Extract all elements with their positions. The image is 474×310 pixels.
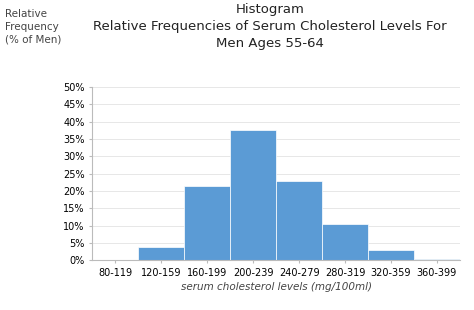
Bar [230, 130, 276, 260]
Bar [184, 186, 230, 260]
Bar [322, 224, 368, 260]
Bar [414, 259, 460, 260]
X-axis label: serum cholesterol levels (mg/100ml): serum cholesterol levels (mg/100ml) [181, 282, 372, 292]
Text: Histogram
Relative Frequencies of Serum Cholesterol Levels For
Men Ages 55-64: Histogram Relative Frequencies of Serum … [93, 3, 447, 50]
Text: Relative
Frequency
(% of Men): Relative Frequency (% of Men) [5, 9, 61, 44]
Bar [138, 246, 184, 260]
Bar [368, 250, 414, 260]
Bar [276, 180, 322, 260]
